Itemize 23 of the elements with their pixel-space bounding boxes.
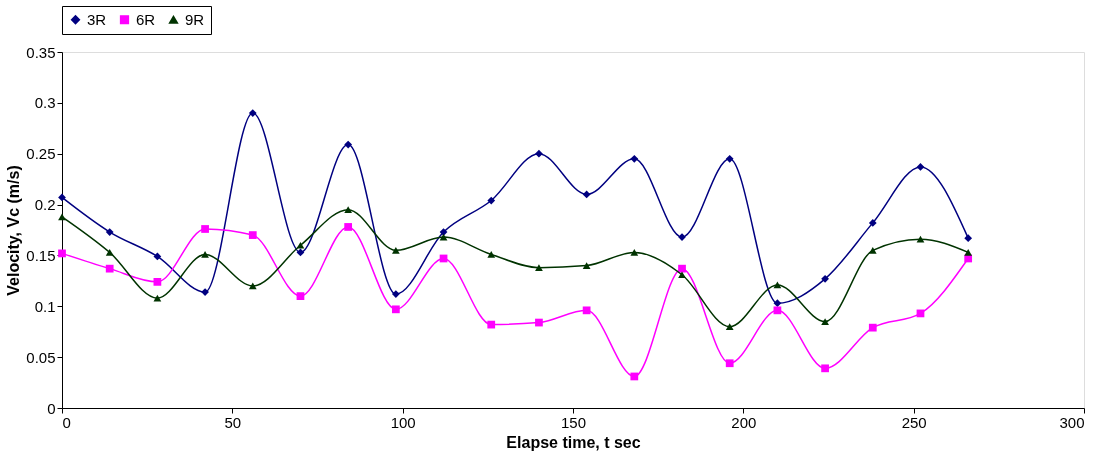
x-tick-label: 150 [560, 413, 587, 431]
x-axis-title: Elapse time, t sec [506, 433, 641, 451]
y-tick-label: 0.35 [26, 43, 56, 61]
y-tick-label: 0 [47, 399, 56, 417]
x-tick-label: 300 [1059, 413, 1085, 431]
point [58, 193, 66, 202]
legend-label: 9R [185, 10, 205, 28]
y-tick-label: 0.15 [26, 246, 56, 264]
y-tick-label: 0.05 [26, 348, 56, 366]
x-tick-label: 200 [731, 413, 757, 431]
point [630, 249, 639, 256]
legend-label: 3R [87, 10, 107, 28]
point [964, 249, 973, 256]
x-tick-label: 0 [62, 413, 71, 431]
y-tick-label: 0.25 [26, 145, 56, 163]
x-tick-label: 100 [390, 413, 416, 431]
y-tick-label: 0.3 [34, 94, 56, 112]
x-tick-label: 50 [224, 413, 242, 431]
y-axis-title: Velocity, Vc (m/s) [5, 165, 23, 296]
legend-label: 6R [136, 10, 156, 28]
y-tick-label: 0.1 [34, 297, 56, 315]
x-tick-label: 250 [901, 413, 927, 431]
y-tick-label: 0.2 [34, 196, 56, 214]
